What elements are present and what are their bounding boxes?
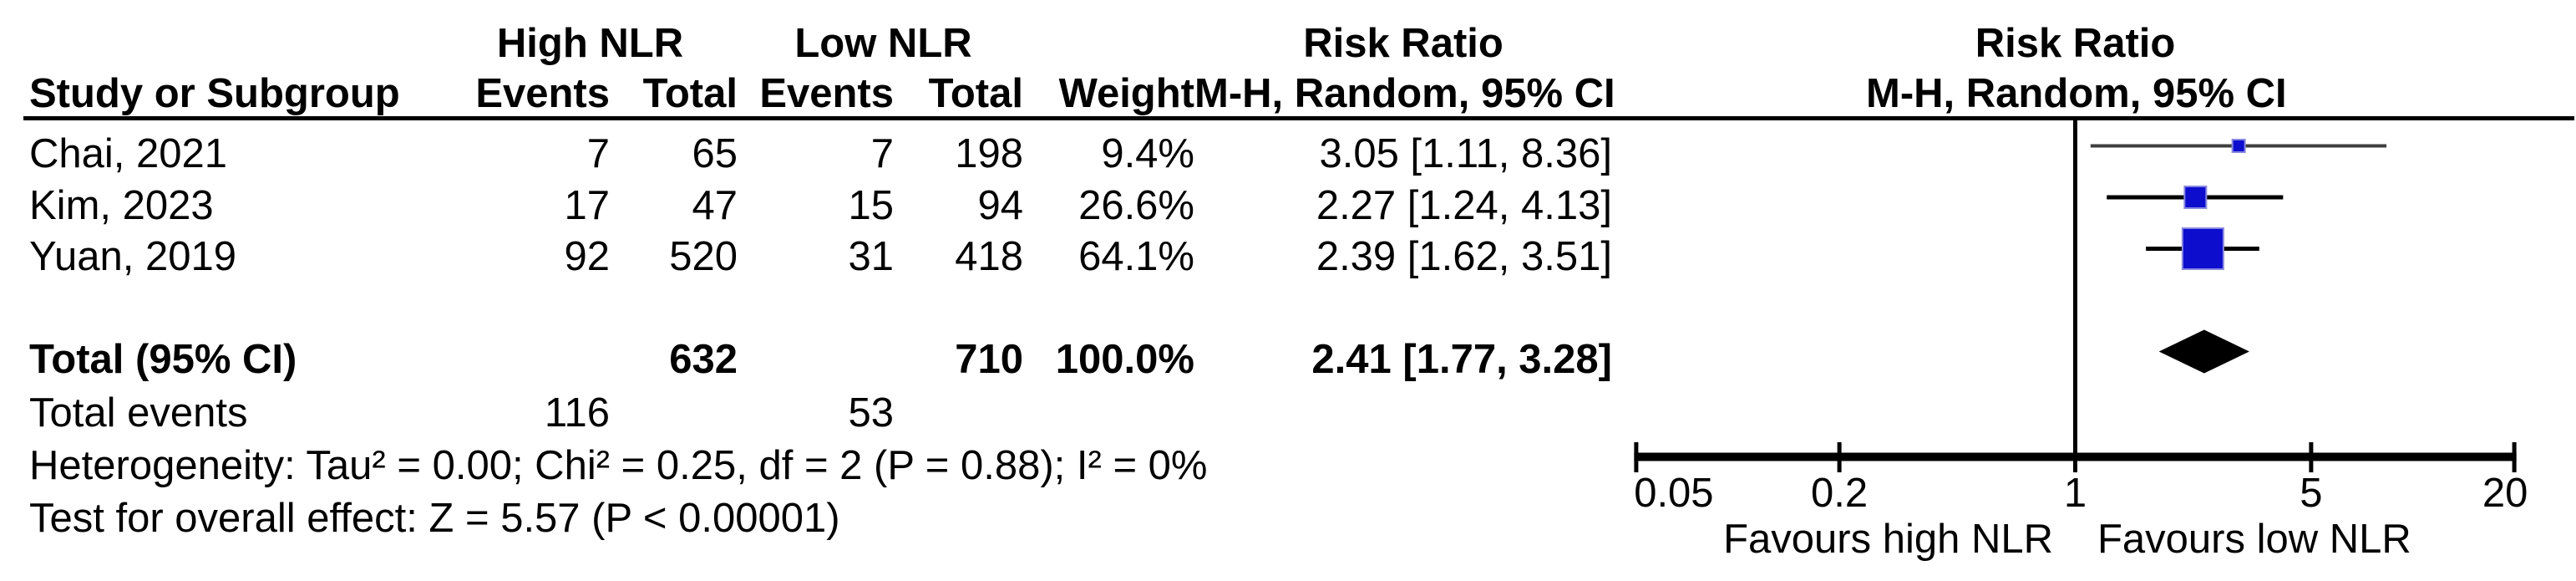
total-events-low: 53 bbox=[848, 390, 894, 436]
weight-value: 26.6% bbox=[1078, 183, 1194, 228]
study-label: Kim, 2023 bbox=[29, 183, 214, 228]
total-high: 520 bbox=[669, 234, 738, 279]
favours-right-label: Favours low NLR bbox=[2097, 517, 2411, 562]
events-low: 7 bbox=[870, 131, 894, 176]
study-label: Chai, 2021 bbox=[29, 131, 228, 176]
mh-random-ci-plot-header: M-H, Random, 95% CI bbox=[1866, 71, 2287, 116]
weight-marker bbox=[2231, 139, 2246, 153]
weight-value: 9.4% bbox=[1101, 131, 1194, 176]
overall-effect-text: Test for overall effect: Z = 5.57 (P < 0… bbox=[29, 496, 840, 541]
overall-effect-row: Test for overall effect: Z = 5.57 (P < 0… bbox=[0, 493, 2576, 543]
study-row-yuan-2019: Yuan, 2019 92 520 31 418 64.1% 2.39 [1.6… bbox=[0, 232, 2576, 282]
group-header-row: High NLR Low NLR Risk Ratio Risk Ratio bbox=[0, 18, 2576, 69]
total-low: 94 bbox=[977, 183, 1023, 228]
total-low: 198 bbox=[955, 131, 1023, 176]
total-ci-text: 2.41 [1.77, 3.28] bbox=[1311, 337, 1612, 382]
total-weight: 100.0% bbox=[1055, 337, 1194, 382]
study-row-kim-2023: Kim, 2023 17 47 15 94 26.6% 2.27 [1.24, … bbox=[0, 181, 2576, 231]
events-low-header: Events bbox=[759, 71, 894, 116]
heterogeneity-row: Heterogeneity: Tau² = 0.00; Chi² = 0.25,… bbox=[0, 441, 2576, 491]
risk-ratio-column-header: Risk Ratio bbox=[1303, 21, 1504, 66]
study-label: Yuan, 2019 bbox=[29, 234, 236, 279]
risk-ratio-plot-header: Risk Ratio bbox=[1975, 21, 2176, 66]
high-nlr-group-header: High NLR bbox=[496, 21, 684, 66]
axis-tick bbox=[1634, 442, 1639, 472]
axis-tick-label: 20 bbox=[2482, 471, 2528, 516]
total-row: Total (95% CI) 632 710 100.0% 2.41 [1.77… bbox=[0, 334, 2576, 385]
events-low: 31 bbox=[848, 234, 894, 279]
favours-left-label: Favours high NLR bbox=[1723, 517, 2053, 562]
axis-tick bbox=[2309, 442, 2314, 472]
weight-marker bbox=[2183, 186, 2208, 209]
weight-value: 64.1% bbox=[1078, 234, 1194, 279]
ci-text: 2.39 [1.62, 3.51] bbox=[1316, 234, 1612, 279]
weight-marker bbox=[2181, 227, 2224, 270]
events-low: 15 bbox=[848, 183, 894, 228]
events-high-header: Events bbox=[475, 71, 610, 116]
total-high: 47 bbox=[692, 183, 738, 228]
total-high-header: Total bbox=[642, 71, 738, 116]
heterogeneity-text: Heterogeneity: Tau² = 0.00; Chi² = 0.25,… bbox=[29, 443, 1208, 488]
center-line-of-no-effect bbox=[2073, 120, 2077, 453]
mh-random-ci-header: M-H, Random, 95% CI bbox=[1194, 71, 1615, 116]
total-high: 65 bbox=[692, 131, 738, 176]
summary-diamond bbox=[2158, 329, 2249, 374]
column-header-row: Study or Subgroup Events Total Events To… bbox=[0, 69, 2576, 119]
axis-tick-label: 0.2 bbox=[1811, 471, 1868, 516]
low-nlr-group-header: Low NLR bbox=[794, 21, 972, 66]
axis-tick-label: 0.05 bbox=[1634, 471, 1713, 516]
total-high-sum: 632 bbox=[669, 337, 738, 382]
total-low-header: Total bbox=[928, 71, 1023, 116]
ci-text: 2.27 [1.24, 4.13] bbox=[1316, 183, 1612, 228]
axis-tick bbox=[2512, 442, 2517, 472]
total-events-row: Total events 116 53 bbox=[0, 388, 2576, 438]
study-or-subgroup-header: Study or Subgroup bbox=[29, 71, 400, 116]
axis-tick-label: 1 bbox=[2064, 471, 2087, 516]
total-events-label: Total events bbox=[29, 390, 248, 436]
events-high: 7 bbox=[586, 131, 610, 176]
axis-tick bbox=[2073, 442, 2077, 472]
header-rule bbox=[23, 116, 2574, 120]
ci-text: 3.05 [1.11, 8.36] bbox=[1319, 131, 1612, 176]
total-low-sum: 710 bbox=[955, 337, 1023, 382]
study-row-chai-2021: Chai, 2021 7 65 7 198 9.4% 3.05 [1.11, 8… bbox=[0, 129, 2576, 179]
weight-header: Weight bbox=[1058, 71, 1194, 116]
events-high: 17 bbox=[564, 183, 610, 228]
events-high: 92 bbox=[564, 234, 610, 279]
axis-tick-label: 5 bbox=[2300, 471, 2322, 516]
total-events-high: 116 bbox=[544, 390, 610, 436]
total-label: Total (95% CI) bbox=[29, 337, 297, 382]
total-low: 418 bbox=[955, 234, 1023, 279]
axis-tick bbox=[1837, 442, 1842, 472]
